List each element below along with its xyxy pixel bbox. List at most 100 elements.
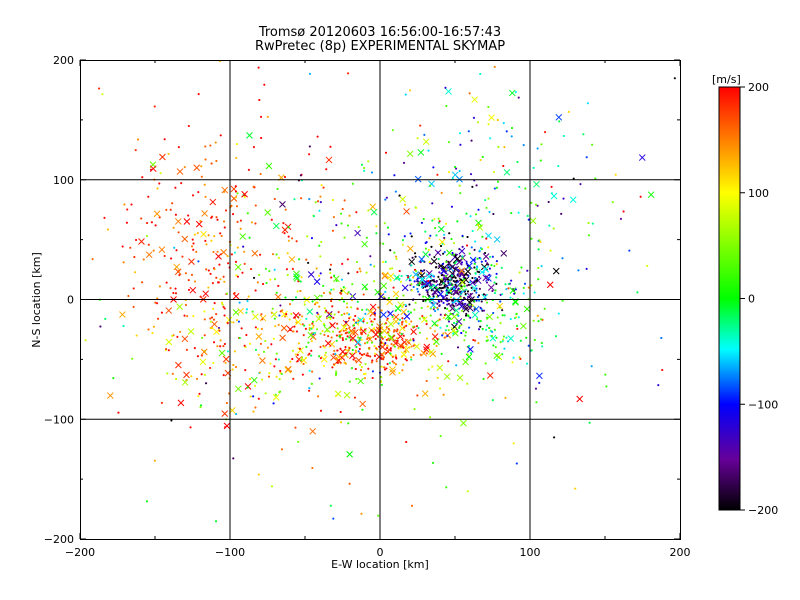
data-point xyxy=(414,268,417,271)
data-point xyxy=(516,327,519,330)
data-point xyxy=(530,237,533,240)
data-point xyxy=(461,245,464,248)
data-point xyxy=(440,278,443,281)
data-point-cross xyxy=(222,355,230,363)
data-point-cross xyxy=(259,357,266,364)
data-point xyxy=(194,280,197,283)
data-point xyxy=(423,133,426,136)
data-point xyxy=(232,363,235,366)
data-point xyxy=(428,253,431,256)
data-point-cross xyxy=(493,236,501,243)
data-point xyxy=(373,318,376,321)
data-point xyxy=(495,263,498,266)
data-point xyxy=(438,265,441,268)
data-point xyxy=(279,371,282,374)
data-point-cross xyxy=(418,255,426,263)
data-point xyxy=(401,323,404,326)
data-point-cross xyxy=(200,230,207,238)
data-point xyxy=(443,251,446,254)
data-point-cross xyxy=(403,313,411,320)
data-point xyxy=(387,332,390,335)
data-point xyxy=(185,348,188,351)
data-point xyxy=(159,172,162,175)
data-point xyxy=(354,349,357,352)
data-point xyxy=(215,520,218,523)
data-point-cross xyxy=(400,351,408,358)
data-point xyxy=(371,376,374,379)
data-point xyxy=(222,305,225,308)
data-point xyxy=(223,307,226,310)
data-point xyxy=(441,266,444,269)
data-point xyxy=(410,289,413,292)
data-point xyxy=(466,244,469,247)
data-point xyxy=(299,289,302,292)
data-point xyxy=(504,283,507,286)
data-point xyxy=(341,262,344,265)
data-point-cross xyxy=(486,372,494,379)
data-point xyxy=(479,158,482,161)
data-point xyxy=(351,283,354,286)
data-point-cross xyxy=(223,422,231,430)
data-point xyxy=(366,341,369,344)
data-point-cross xyxy=(380,311,387,319)
data-point-cross xyxy=(255,333,263,340)
data-point xyxy=(296,353,299,356)
data-point xyxy=(348,336,351,339)
data-point-cross xyxy=(153,210,161,218)
data-point xyxy=(414,301,417,304)
data-point xyxy=(440,244,443,247)
data-point xyxy=(112,377,115,380)
data-point xyxy=(380,309,383,312)
data-point xyxy=(476,318,479,321)
data-point-cross xyxy=(195,220,203,228)
data-point xyxy=(308,323,311,326)
data-point xyxy=(486,324,489,327)
data-point xyxy=(491,330,494,333)
data-point-cross xyxy=(440,294,447,302)
data-point xyxy=(183,314,186,317)
data-point xyxy=(435,345,438,348)
data-point xyxy=(347,349,350,352)
data-point xyxy=(393,174,396,177)
data-point xyxy=(481,309,484,312)
data-point-cross xyxy=(244,383,252,390)
y-tick-label: 0 xyxy=(67,294,74,307)
data-point xyxy=(390,338,393,341)
data-point xyxy=(151,332,154,335)
chart-subtitle: RwPretec (8p) EXPERIMENTAL SKYMAP xyxy=(255,39,505,54)
data-point xyxy=(195,250,198,253)
data-point xyxy=(427,249,430,252)
data-point xyxy=(289,329,292,332)
data-point xyxy=(230,204,233,207)
data-point xyxy=(386,226,389,229)
data-point xyxy=(383,366,386,369)
data-point xyxy=(495,358,498,361)
data-point xyxy=(305,345,308,348)
data-point xyxy=(414,255,417,258)
data-point xyxy=(271,307,274,310)
data-point-cross xyxy=(250,376,258,384)
data-point xyxy=(605,385,608,388)
y-tick-label: −200 xyxy=(44,533,74,546)
data-point xyxy=(205,243,208,246)
data-point xyxy=(419,261,422,264)
data-point xyxy=(318,274,321,277)
data-point xyxy=(466,382,469,385)
data-point xyxy=(308,153,311,156)
data-point xyxy=(331,366,334,369)
data-point xyxy=(273,268,276,271)
data-point xyxy=(316,301,319,304)
data-point xyxy=(509,296,512,299)
data-point-cross xyxy=(252,313,259,320)
data-point xyxy=(407,276,410,279)
data-point xyxy=(515,313,518,316)
data-point xyxy=(250,221,253,224)
data-point xyxy=(318,209,321,212)
data-point xyxy=(308,328,311,331)
data-point xyxy=(348,380,351,383)
data-point xyxy=(478,271,481,274)
data-point xyxy=(345,338,348,341)
data-point xyxy=(415,270,418,273)
data-point-cross xyxy=(175,361,182,369)
data-point xyxy=(400,275,403,278)
